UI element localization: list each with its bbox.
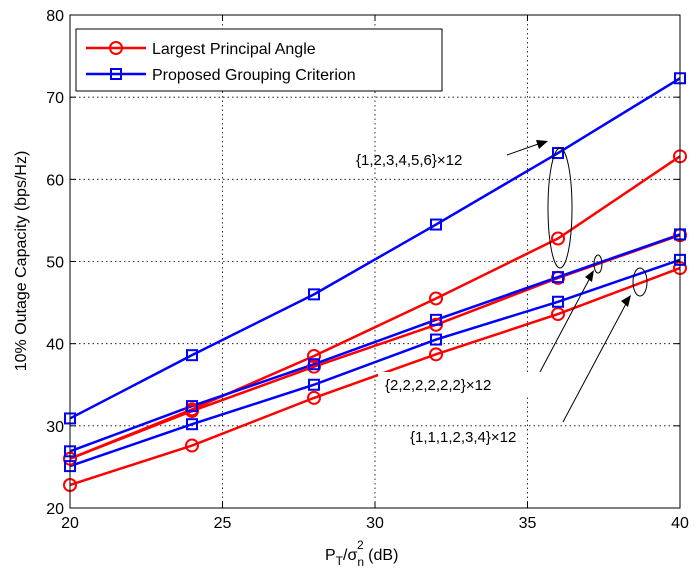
legend-label-proposed-grouping: Proposed Grouping Criterion (152, 67, 356, 84)
data-point-square (308, 378, 320, 391)
data-point-circle (429, 347, 443, 362)
x-tick-label: 25 (214, 515, 232, 532)
x-tick-label: 30 (366, 515, 384, 532)
legend-marker-square (110, 68, 122, 80)
data-point-circle (551, 231, 565, 246)
data-point-square (552, 295, 564, 308)
series-lines (69, 77, 681, 487)
annotation-bg-2 (378, 372, 538, 396)
x-label-unit: (dB) (364, 547, 399, 564)
y-tick-label: 70 (46, 90, 64, 107)
series-line (69, 258, 681, 468)
legend-box (75, 28, 443, 92)
annotation-arrowhead-1 (536, 140, 548, 149)
data-point-square (430, 313, 442, 326)
annotation-arrowhead-2 (585, 270, 594, 282)
x-label-sub2: n (357, 555, 364, 569)
x-tick-label: 40 (671, 515, 689, 532)
annotation-arrowhead-3 (621, 295, 631, 307)
series-line (69, 155, 681, 460)
annotation-arrow-3 (562, 299, 629, 423)
y-tick-label: 30 (46, 419, 64, 436)
grid (70, 15, 680, 508)
y-tick-label: 40 (46, 337, 64, 354)
annotation-text-3: {1,1,1,2,3,4}×12 (410, 429, 516, 446)
data-point-square (430, 218, 442, 231)
y-axis-label: 10% Outage Capacity (bps/Hz) (13, 151, 30, 372)
annotation-text-1: {1,2,3,4,5,6}×12 (356, 152, 462, 169)
x-label-sup: 2 (357, 538, 364, 552)
data-point-circle (185, 438, 199, 453)
data-point-square (308, 358, 320, 371)
legend-marker-circle (109, 41, 123, 55)
annotations: {1,2,3,4,5,6}×12 {2,2,2,2,2,2}×12 {1,1,1… (356, 140, 648, 446)
x-tick-label: 20 (61, 515, 79, 532)
data-point-square (552, 271, 564, 284)
annotation-ellipse-3 (632, 267, 648, 297)
y-tick-label: 60 (46, 172, 64, 189)
annotation-text-2: {2,2,2,2,2,2}×12 (385, 377, 491, 394)
y-tick-label: 20 (46, 501, 64, 518)
annotation-arrow-2 (539, 273, 593, 373)
axis-ticks: 20 25 30 35 40 20 30 40 50 60 70 80 (46, 8, 689, 532)
data-point-square (186, 418, 198, 431)
y-tick-label: 50 (46, 255, 64, 272)
x-axis-label: PT/σn 2 (dB) (325, 538, 398, 569)
legend: Largest Principal Angle Proposed Groupin… (75, 28, 443, 92)
data-point-circle (551, 307, 565, 322)
data-point-square (552, 147, 564, 160)
data-point-square (308, 288, 320, 301)
annotation-ellipse-1 (547, 147, 573, 269)
y-tick-label: 80 (46, 8, 64, 25)
series-line (69, 77, 681, 420)
x-tick-label: 35 (519, 515, 537, 532)
legend-label-largest-principal-angle: Largest Principal Angle (152, 41, 316, 58)
series-line (69, 233, 681, 453)
data-point-square (430, 333, 442, 346)
data-point-circle (307, 348, 321, 363)
x-label-main: P (325, 547, 336, 564)
x-label-sub1: T (336, 554, 344, 568)
x-label-slash: /σ (343, 547, 357, 564)
annotation-ellipse-2 (593, 254, 603, 274)
data-point-circle (307, 390, 321, 405)
series-line (69, 266, 681, 487)
data-point-square (186, 400, 198, 413)
data-point-circle (429, 291, 443, 306)
data-point-square (186, 349, 198, 362)
